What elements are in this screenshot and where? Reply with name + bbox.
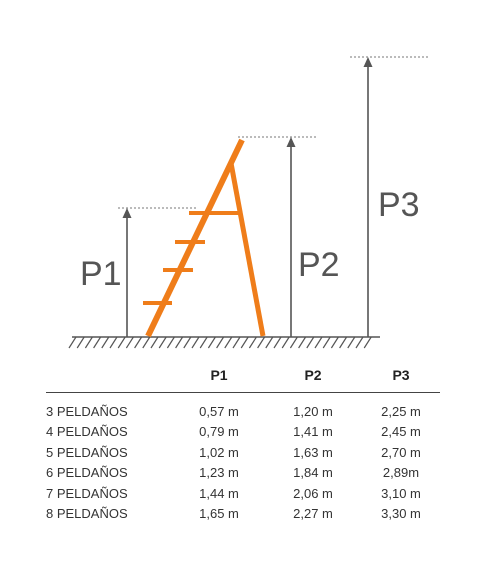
table-row: 6 PELDAÑOS 1,23 m 1,84 m 2,89m	[46, 463, 440, 484]
row-p3: 2,70 m	[381, 444, 421, 460]
ground-hatch	[191, 336, 200, 349]
table-row: 5 PELDAÑOS 1,02 m 1,63 m 2,70 m	[46, 442, 440, 463]
ground-hatch	[183, 336, 192, 349]
row-label: 5 PELDAÑOS	[46, 444, 128, 460]
row-p2: 2,06 m	[293, 485, 333, 501]
ground-hatch	[76, 336, 85, 349]
row-p2: 2,27 m	[293, 506, 333, 522]
ground	[68, 336, 380, 349]
row-p3: 2,89m	[382, 465, 420, 481]
ground-hatch	[175, 336, 184, 349]
ground-hatch	[117, 336, 126, 349]
row-p3: 3,30 m	[381, 506, 421, 522]
table-header-p1: P1	[174, 366, 264, 393]
p1-label: P1	[80, 255, 122, 293]
ground-hatch	[101, 336, 110, 349]
table-header-empty	[46, 366, 174, 393]
ground-hatch	[158, 336, 167, 349]
p3-label: P3	[378, 186, 420, 224]
ground-hatch	[314, 336, 323, 349]
table-header-p3: P3	[362, 366, 440, 393]
table-row: 3 PELDAÑOS 0,57 m 1,20 m 2,25 m	[46, 393, 440, 422]
p1-measure: P1	[80, 207, 198, 337]
ground-hatch	[240, 336, 249, 349]
ground-hatch	[216, 336, 225, 349]
row-p2: 1,20 m	[293, 403, 333, 419]
row-p1: 0,79 m	[199, 424, 239, 440]
ground-hatch	[84, 336, 93, 349]
row-label: 3 PELDAÑOS	[46, 403, 128, 419]
ground-hatch	[248, 336, 257, 349]
row-p3: 3,10 m	[381, 485, 421, 501]
row-label: 4 PELDAÑOS	[46, 424, 128, 440]
ground-hatch	[134, 336, 143, 349]
row-p1: 1,44 m	[199, 485, 239, 501]
ground-hatch	[232, 336, 241, 349]
ground-hatch	[109, 336, 118, 349]
row-label: 6 PELDAÑOS	[46, 465, 128, 481]
table-row: 7 PELDAÑOS 1,44 m 2,06 m 3,10 m	[46, 483, 440, 504]
row-p3: 2,25 m	[381, 403, 421, 419]
ground-hatch	[281, 336, 290, 349]
table-row: 8 PELDAÑOS 1,65 m 2,27 m 3,30 m	[46, 504, 440, 525]
ground-hatch	[330, 336, 339, 349]
ground-hatch	[257, 336, 266, 349]
ground-hatch	[289, 336, 298, 349]
ground-hatch	[347, 336, 356, 349]
height-specs-table: P1 P2 P3 3 PELDAÑOS 0,57 m 1,20 m 2,25 m…	[46, 366, 440, 524]
ground-hatch	[199, 336, 208, 349]
ground-hatch	[298, 336, 307, 349]
row-p1: 1,02 m	[199, 444, 239, 460]
ground-hatch	[306, 336, 315, 349]
p2-label: P2	[298, 246, 340, 284]
p2-arrow-icon	[286, 137, 296, 147]
ground-hatch	[166, 336, 175, 349]
row-p2: 1,41 m	[293, 424, 333, 440]
p1-arrow-icon	[122, 208, 132, 218]
ladder-icon	[143, 138, 266, 338]
ground-hatch	[363, 336, 372, 349]
ground-hatch	[68, 336, 77, 349]
ground-hatch	[142, 336, 151, 349]
ground-hatch	[207, 336, 216, 349]
ground-hatch	[150, 336, 159, 349]
p3-arrow-icon	[363, 57, 373, 67]
ground-hatch	[355, 336, 364, 349]
row-p2: 1,63 m	[293, 444, 333, 460]
row-p2: 1,84 m	[293, 465, 333, 481]
p3-measure: P3	[350, 56, 430, 337]
table-row: 4 PELDAÑOS 0,79 m 1,41 m 2,45 m	[46, 422, 440, 443]
ground-hatch	[265, 336, 274, 349]
table-header-p2: P2	[264, 366, 362, 393]
ground-hatch	[125, 336, 134, 349]
row-p1: 1,65 m	[199, 506, 239, 522]
row-p3: 2,45 m	[381, 424, 421, 440]
ground-hatch	[224, 336, 233, 349]
row-p1: 1,23 m	[199, 465, 239, 481]
ground-hatch	[93, 336, 102, 349]
ground-hatch	[273, 336, 282, 349]
row-label: 8 PELDAÑOS	[46, 506, 128, 522]
ground-hatch	[339, 336, 348, 349]
row-p1: 0,57 m	[199, 403, 239, 419]
ladder-height-diagram: P1 P2 P3	[68, 56, 430, 349]
table-header-row: P1 P2 P3	[46, 366, 440, 393]
p2-measure: P2	[238, 136, 340, 337]
row-label: 7 PELDAÑOS	[46, 485, 128, 501]
ground-hatch	[322, 336, 331, 349]
